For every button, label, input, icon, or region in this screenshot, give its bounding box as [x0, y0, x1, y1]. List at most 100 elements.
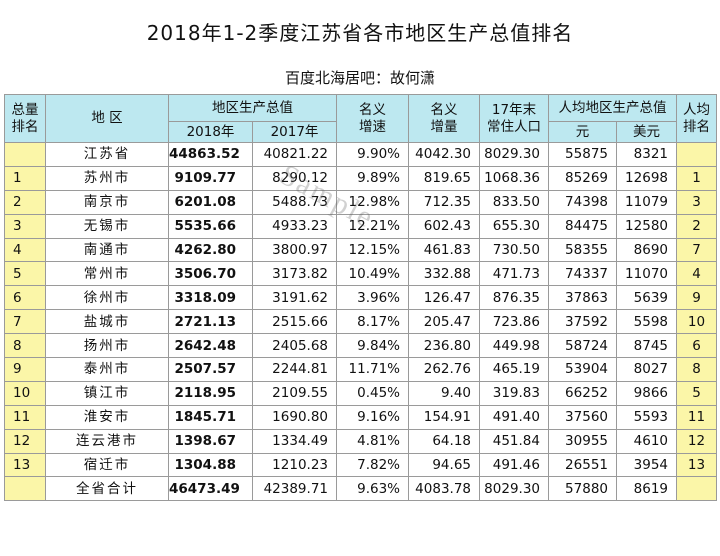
gdp-2017-cell: 1334.49 — [252, 428, 337, 454]
table-body: 江苏省 44863.52 40821.22 9.90% 4042.30 8029.30 55… — [4, 142, 717, 502]
header-usd: 美元 — [616, 121, 677, 143]
header-region: 地 区 — [45, 94, 169, 143]
gdp-2017-cell: 4933.23 — [252, 213, 337, 239]
nominal-increase-cell: 205.47 — [408, 309, 480, 335]
per-capita-yuan-cell: 85269 — [548, 165, 617, 191]
per-capita-rank-cell: 5 — [676, 380, 717, 406]
gdp-2018-cell: 3318.09 — [168, 285, 253, 311]
per-capita-rank-cell: 9 — [676, 285, 717, 311]
per-capita-usd-cell: 4610 — [616, 428, 677, 454]
per-capita-yuan-cell: 53904 — [548, 357, 617, 382]
total-rank-cell: 11 — [4, 404, 46, 430]
nominal-growth-cell: 12.21% — [336, 213, 409, 239]
header-gdp-text: 地区生产总值 — [212, 99, 293, 116]
per-capita-usd-cell: 11070 — [616, 261, 677, 287]
header-per-capita: 人均地区生产总值 — [548, 94, 677, 122]
page-subtitle: 百度北海居吧：故何潇 — [284, 68, 435, 87]
per-capita-rank-cell: 11 — [676, 404, 717, 430]
population-cell: 730.50 — [479, 237, 549, 263]
per-capita-rank-cell: 12 — [676, 428, 717, 454]
table-row: 3 无锡市 5535.66 4933.23 12.21% 602.43 655.30 8447… — [4, 213, 717, 239]
per-capita-rank-cell: 8 — [676, 357, 717, 382]
region-cell: 泰州市 — [45, 357, 169, 382]
per-capita-yuan-cell: 66252 — [548, 380, 617, 406]
per-capita-rank-cell: 3 — [676, 189, 717, 215]
total-rank-cell: 6 — [4, 285, 46, 311]
total-rank-cell: 5 — [4, 261, 46, 287]
nominal-increase-cell: 236.80 — [408, 333, 480, 359]
table-row: 8 扬州市 2642.48 2405.68 9.84% 236.80 449.98 58724… — [4, 333, 717, 359]
per-capita-yuan-cell: 55875 — [548, 142, 617, 167]
region-cell: 镇江市 — [45, 380, 169, 406]
population-cell: 8029.30 — [479, 142, 549, 167]
per-capita-rank-cell — [676, 142, 717, 167]
nominal-growth-cell: 9.89% — [336, 165, 409, 191]
nominal-increase-cell: 262.76 — [408, 357, 480, 382]
per-capita-usd-cell: 8027 — [616, 357, 677, 382]
gdp-2018-cell: 6201.08 — [168, 189, 253, 215]
nominal-increase-cell: 461.83 — [408, 237, 480, 263]
region-cell: 常州市 — [45, 261, 169, 287]
region-cell: 宿迁市 — [45, 452, 169, 478]
per-capita-yuan-cell: 74398 — [548, 189, 617, 215]
header-per-capita-rank: 人均 排名 — [676, 94, 717, 143]
per-capita-usd-cell: 12698 — [616, 165, 677, 191]
region-cell: 淮安市 — [45, 404, 169, 430]
total-rank-cell: 8 — [4, 333, 46, 359]
table-row: 7 盐城市 2721.13 2515.66 8.17% 205.47 723.86 37592… — [4, 309, 717, 335]
nominal-growth-cell: 12.15% — [336, 237, 409, 263]
gdp-2017-cell: 2244.81 — [252, 357, 337, 382]
gdp-2017-cell: 3173.82 — [252, 261, 337, 287]
page-title: 2018年1-2季度江苏省各市地区生产总值排名 — [146, 20, 574, 45]
per-capita-usd-cell: 11079 — [616, 189, 677, 215]
table-row: 1 苏州市 9109.77 8290.12 9.89% 819.65 1068.36 8526… — [4, 165, 717, 191]
population-cell: 8029.30 — [479, 476, 549, 502]
header-per-capita-text: 人均地区生产总值 — [558, 99, 667, 116]
header-total-rank: 总量 排名 — [4, 94, 46, 143]
region-cell: 盐城市 — [45, 309, 169, 335]
nominal-increase-cell: 126.47 — [408, 285, 480, 311]
population-cell: 833.50 — [479, 189, 549, 215]
per-capita-usd-cell: 8745 — [616, 333, 677, 359]
gdp-2018-cell: 9109.77 — [168, 165, 253, 191]
total-rank-cell: 10 — [4, 380, 46, 406]
gdp-2018-cell: 2507.57 — [168, 357, 253, 382]
gdp-ranking-table: 总量 排名 地 区 地区生产总值 名义 增速 名义 增量 17年末 常住人口 人… — [4, 94, 717, 502]
per-capita-usd-cell: 8619 — [616, 476, 677, 502]
header-nominal-growth-text: 名义 增速 — [359, 101, 386, 135]
per-capita-rank-cell: 13 — [676, 452, 717, 478]
per-capita-yuan-cell: 74337 — [548, 261, 617, 287]
per-capita-rank-cell: 1 — [676, 165, 717, 191]
per-capita-yuan-cell: 37560 — [548, 404, 617, 430]
nominal-growth-cell: 3.96% — [336, 285, 409, 311]
per-capita-usd-cell: 8321 — [616, 142, 677, 167]
per-capita-rank-cell: 6 — [676, 333, 717, 359]
region-cell: 连云港市 — [45, 428, 169, 454]
population-cell: 449.98 — [479, 333, 549, 359]
header-population-text: 17年末 常住人口 — [487, 101, 541, 135]
table-row: 6 徐州市 3318.09 3191.62 3.96% 126.47 876.35 37863… — [4, 285, 717, 311]
table-row: 全省合计 46473.49 42389.71 9.63% 4083.78 8029.30 5… — [4, 476, 717, 502]
per-capita-rank-cell: 4 — [676, 261, 717, 287]
region-cell: 全省合计 — [45, 476, 169, 502]
nominal-increase-cell: 819.65 — [408, 165, 480, 191]
population-cell: 1068.36 — [479, 165, 549, 191]
per-capita-yuan-cell: 84475 — [548, 213, 617, 239]
gdp-2017-cell: 40821.22 — [252, 142, 337, 167]
per-capita-yuan-cell: 30955 — [548, 428, 617, 454]
gdp-2018-cell: 2721.13 — [168, 309, 253, 335]
gdp-2018-cell: 1398.67 — [168, 428, 253, 454]
nominal-increase-cell: 4083.78 — [408, 476, 480, 502]
population-cell: 876.35 — [479, 285, 549, 311]
population-cell: 319.83 — [479, 380, 549, 406]
header-2017: 2017年 — [252, 121, 337, 143]
region-cell: 南通市 — [45, 237, 169, 263]
gdp-2018-cell: 1845.71 — [168, 404, 253, 430]
gdp-2018-cell: 46473.49 — [168, 476, 253, 502]
gdp-2018-cell: 1304.88 — [168, 452, 253, 478]
gdp-2018-cell: 2118.95 — [168, 380, 253, 406]
total-rank-cell: 9 — [4, 357, 46, 382]
table-row: 江苏省 44863.52 40821.22 9.90% 4042.30 8029.30 55… — [4, 142, 717, 167]
population-cell: 655.30 — [479, 213, 549, 239]
total-rank-cell: 3 — [4, 213, 46, 239]
